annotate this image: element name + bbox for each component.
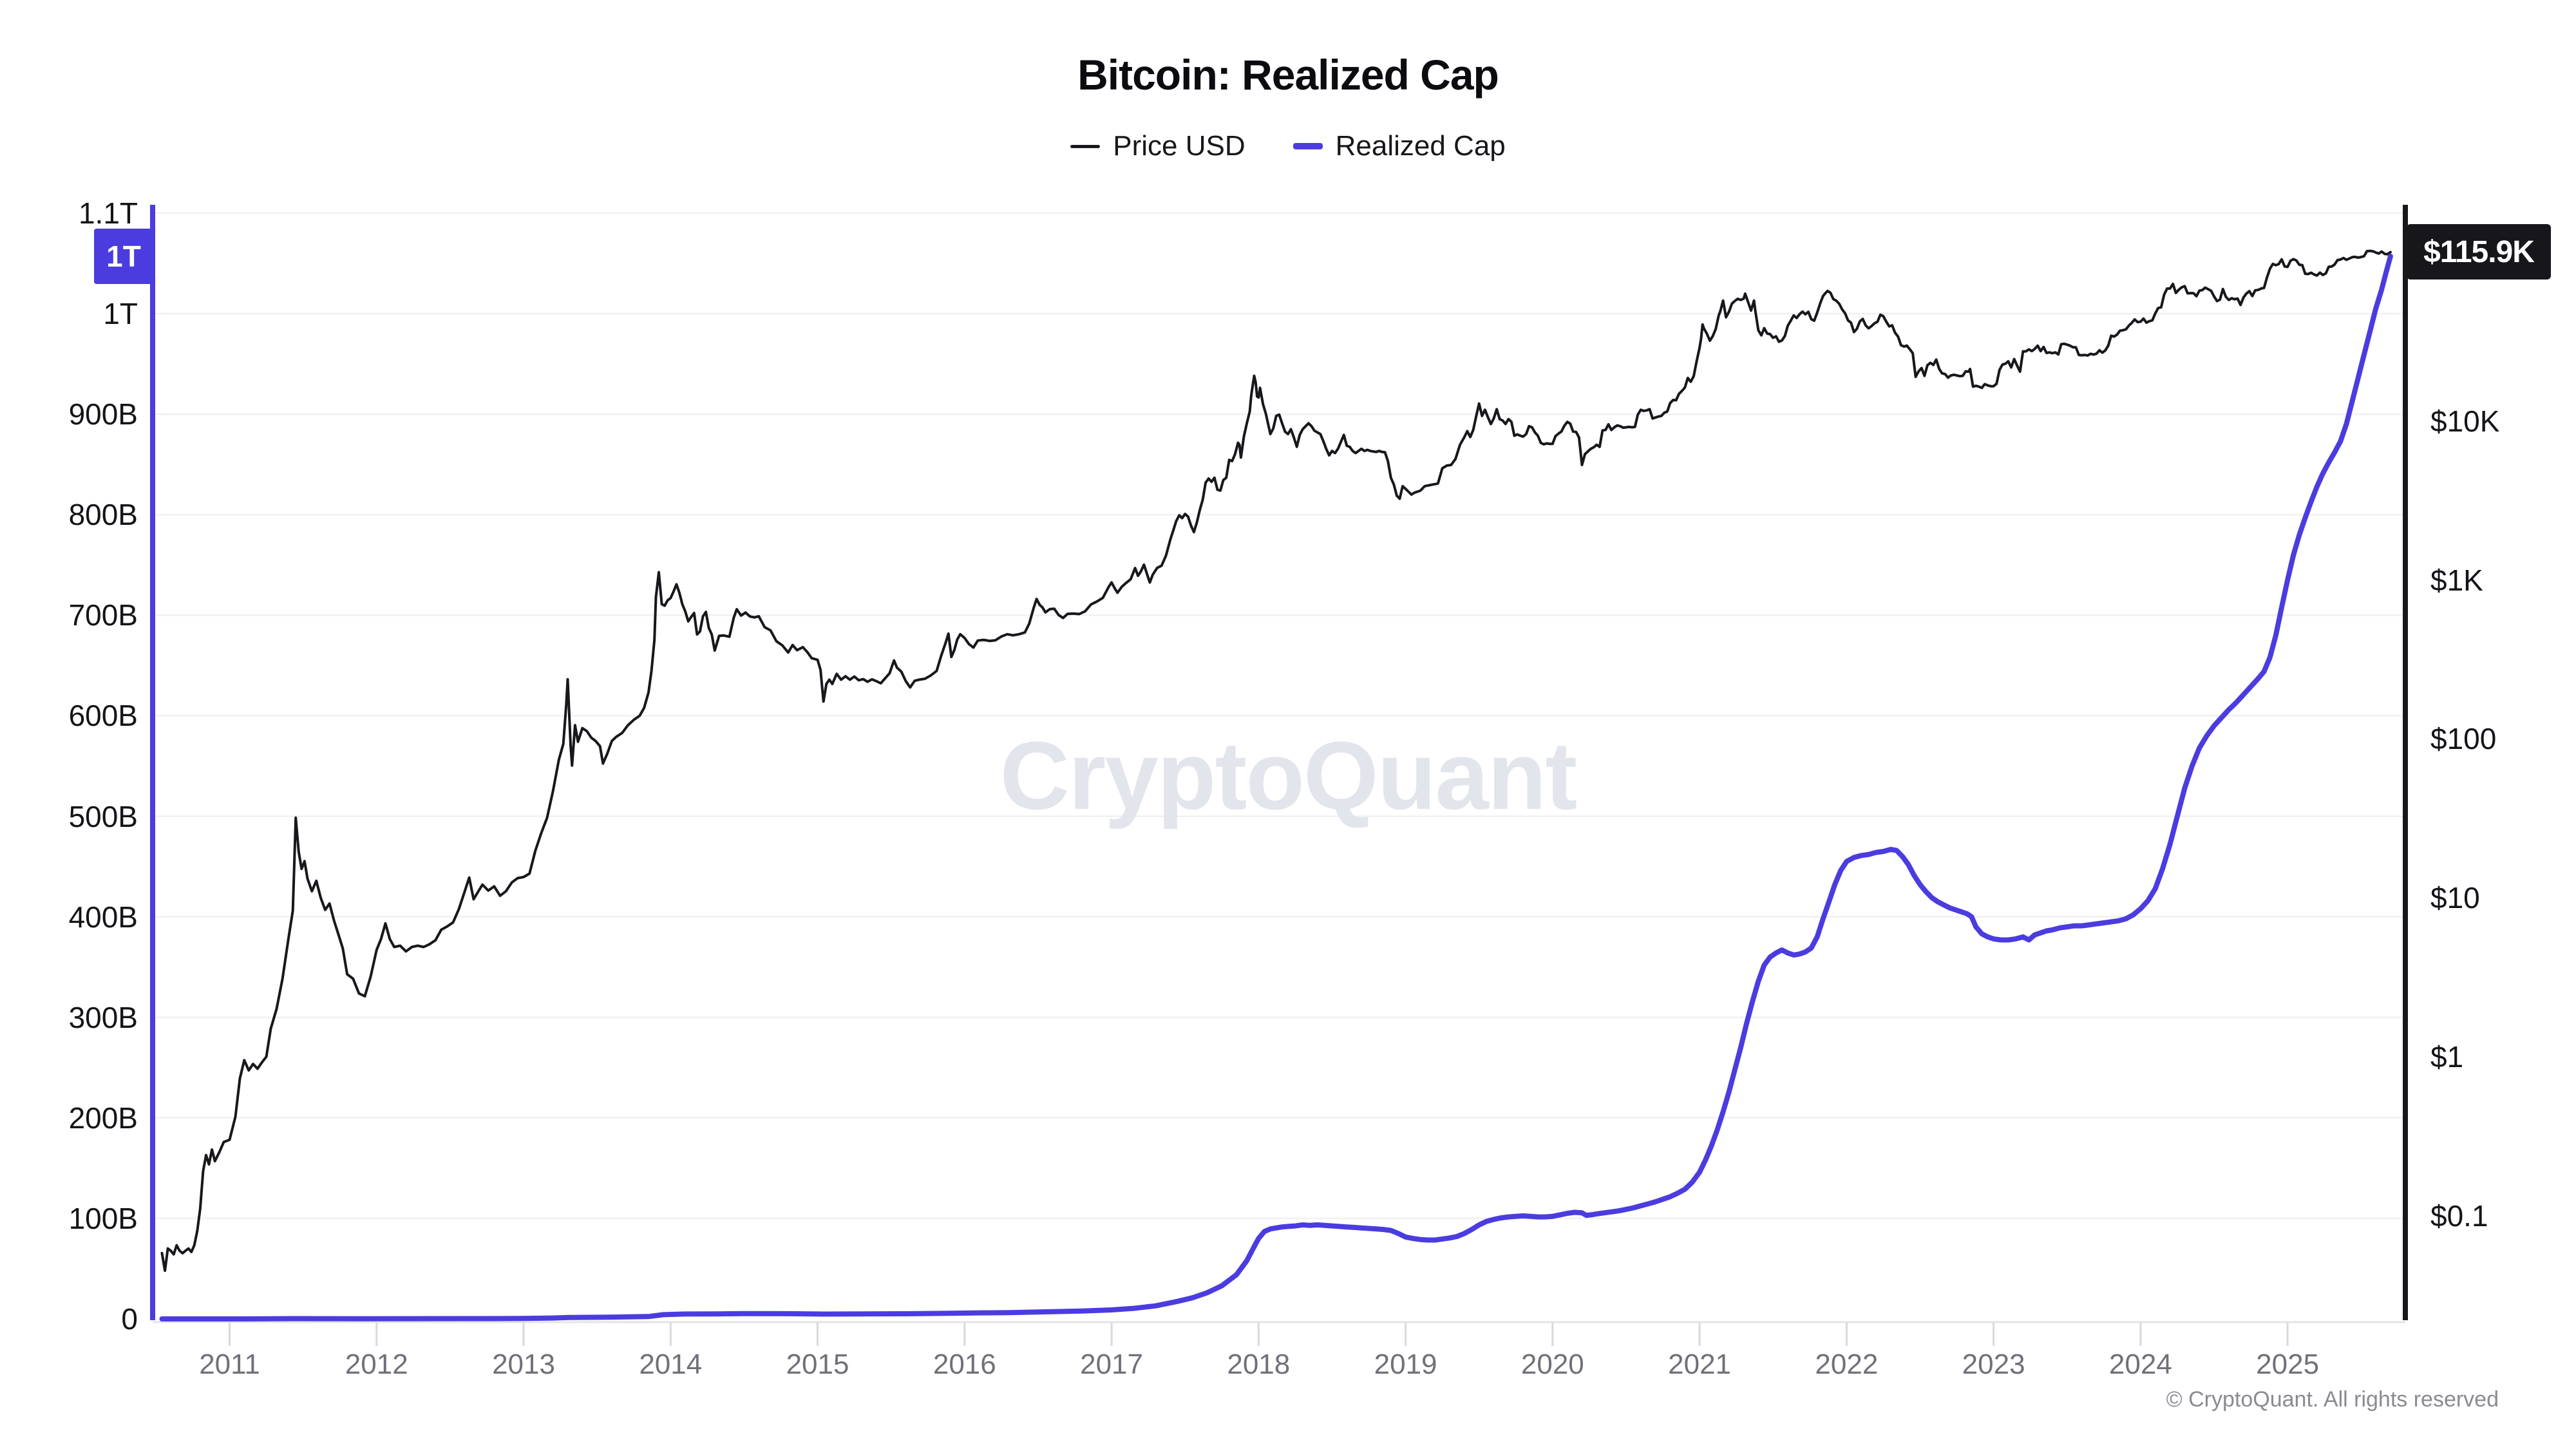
x-axis-tick-label: 2021 — [1668, 1349, 1732, 1380]
realized-cap-line-swatch — [1293, 143, 1323, 149]
legend-item-realized-cap[interactable]: Realized Cap — [1293, 130, 1506, 162]
right-axis-tick-label: $1K — [2430, 563, 2483, 597]
right-axis-tick-label: $10K — [2430, 404, 2500, 438]
left-axis-tick-label: 900B — [68, 397, 138, 431]
x-axis-tick-label: 2011 — [199, 1349, 260, 1380]
x-axis-tick-label: 2015 — [786, 1349, 849, 1380]
left-axis-tick-label: 0 — [121, 1302, 138, 1336]
x-axis-tick-label: 2024 — [2108, 1349, 2172, 1380]
x-axis-tick-label: 2022 — [1815, 1349, 1879, 1380]
x-axis-tick-label: 2018 — [1227, 1349, 1291, 1380]
right-axis-tick-label: $0.1 — [2430, 1198, 2488, 1233]
price-current-value-badge: $115.9K — [2407, 224, 2551, 280]
price-line[interactable] — [160, 249, 2392, 1273]
realized-cap-line[interactable] — [159, 254, 2393, 1321]
left-axis-tick-label: 1T — [103, 297, 138, 330]
legend-label-price-usd: Price USD — [1113, 130, 1245, 162]
x-axis-tick-marks — [229, 1323, 2289, 1346]
left-axis-tick-label: 800B — [68, 498, 138, 532]
left-axis-tick-label: 400B — [68, 900, 138, 934]
x-axis-tick-label: 2013 — [492, 1349, 555, 1380]
left-axis-tick-label: 200B — [68, 1101, 138, 1135]
left-axis-tick-label: 1.1T — [78, 196, 138, 230]
x-axis-tick-label: 2025 — [2256, 1349, 2320, 1380]
cryptoquant-watermark: CryptoQuant — [999, 721, 1578, 829]
x-axis-tick-label: 2019 — [1374, 1349, 1437, 1380]
horizontal-gridlines — [155, 212, 2403, 1220]
left-axis-tick-label: 100B — [68, 1201, 138, 1235]
price-line-swatch — [1070, 144, 1101, 148]
x-axis-tick-label: 2012 — [345, 1349, 408, 1380]
right-axis-tick-label: $10 — [2430, 881, 2480, 915]
chart-legend: Price USD Realized Cap — [0, 130, 2576, 162]
x-axis-tick-label: 2014 — [639, 1349, 703, 1380]
x-axis-tick-label: 2023 — [1962, 1349, 2025, 1380]
x-axis-tick-label: 2020 — [1520, 1349, 1584, 1380]
legend-label-realized-cap: Realized Cap — [1335, 130, 1506, 162]
right-axis-tick-label: $1 — [2430, 1039, 2464, 1074]
right-axis-tick-label: $100 — [2430, 722, 2497, 756]
left-axis-tick-label: 500B — [68, 799, 138, 833]
left-axis-tick-label: 700B — [68, 598, 138, 632]
realized-cap-current-value-badge: 1T — [94, 229, 153, 285]
copyright-notice: © CryptoQuant. All rights reserved — [2166, 1387, 2499, 1412]
x-axis-tick-label: 2017 — [1080, 1349, 1143, 1380]
legend-item-price-usd[interactable]: Price USD — [1070, 130, 1245, 162]
left-axis-tick-label: 600B — [68, 699, 138, 733]
x-axis-tick-label: 2016 — [933, 1349, 996, 1380]
left-axis-tick-label: 300B — [68, 1000, 138, 1034]
chart-title: Bitcoin: Realized Cap — [1077, 51, 1499, 99]
